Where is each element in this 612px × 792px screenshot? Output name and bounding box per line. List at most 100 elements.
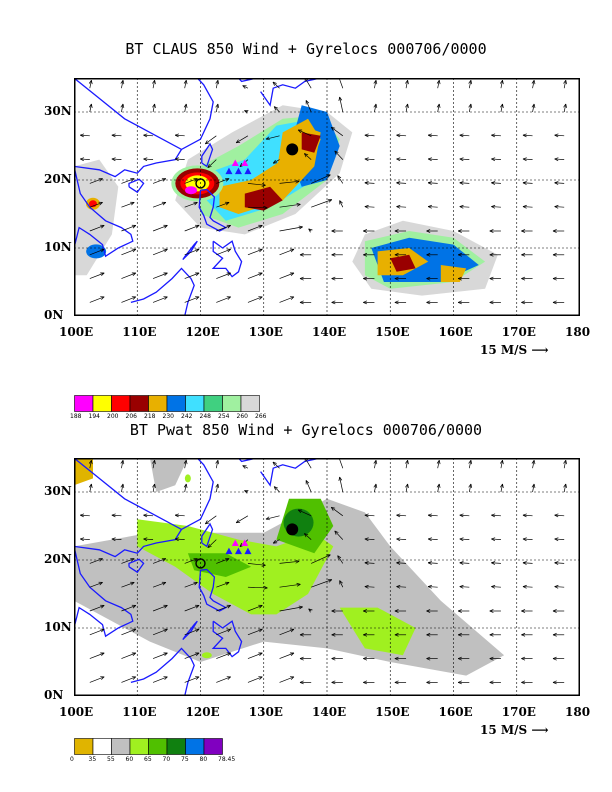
- cloud-region: [74, 159, 119, 276]
- lon-label: 150E: [375, 325, 410, 339]
- legend-swatch: [148, 738, 168, 755]
- lon-label: 110E: [122, 325, 157, 339]
- legend-swatch: [74, 738, 94, 755]
- legend-label: 75: [181, 756, 189, 763]
- legend-swatch: [166, 738, 186, 755]
- panel1-map: [74, 78, 580, 316]
- lat-label: 0N: [44, 308, 64, 322]
- legend-swatch: [222, 395, 242, 412]
- coastline: [74, 529, 183, 558]
- gyre-triangle-magenta: [241, 539, 249, 546]
- legend-label: 248: [199, 413, 211, 420]
- lon-label: 110E: [122, 705, 157, 719]
- coastline: [130, 647, 195, 696]
- lat-label: 30N: [44, 104, 72, 118]
- gyre-triangle-blue: [244, 547, 252, 555]
- panel1-scale-label: 15 M/S ⟶: [480, 343, 549, 357]
- panel1-legend: [74, 395, 260, 412]
- legend-swatch: [148, 395, 168, 412]
- lon-label: 170E: [501, 705, 536, 719]
- legend-label: 260: [236, 413, 248, 420]
- legend-swatch: [166, 395, 186, 412]
- coastline: [130, 267, 195, 316]
- legend-swatch: [129, 395, 149, 412]
- legend-swatch: [92, 395, 112, 412]
- coastline: [74, 166, 134, 276]
- gyre-center-marker: [286, 523, 299, 536]
- panel2-scale-label: 15 M/S ⟶: [480, 723, 549, 737]
- gyre-triangle-magenta: [231, 159, 239, 166]
- legend-label: 35: [88, 756, 97, 763]
- lon-label: 150E: [375, 705, 410, 719]
- convective-cell: [185, 186, 198, 195]
- pwat-region: [339, 607, 416, 656]
- coastline: [201, 522, 214, 548]
- legend-label: 70: [162, 756, 171, 763]
- lon-label: 160E: [438, 705, 473, 719]
- legend-swatch: [111, 395, 131, 412]
- legend-label: 254: [218, 413, 230, 420]
- coastline: [198, 568, 228, 612]
- coastline: [74, 458, 214, 531]
- lon-label: 100E: [59, 325, 94, 339]
- pwat-spot: [184, 474, 191, 483]
- pwat-region: [74, 458, 93, 486]
- legend-label: 230: [162, 413, 174, 420]
- lon-label: 140E: [312, 325, 347, 339]
- legend-label: 200: [107, 413, 119, 420]
- cloud-region: [301, 132, 321, 153]
- legend-label: 206: [125, 413, 137, 420]
- legend-swatch: [203, 395, 223, 412]
- coastline: [198, 188, 228, 232]
- lon-label: 130E: [248, 325, 283, 339]
- coastline: [74, 149, 183, 178]
- coastline: [238, 78, 261, 83]
- coastline: [260, 78, 327, 107]
- legend-label: 242: [181, 413, 193, 420]
- coastline: [201, 142, 214, 168]
- panel2-map: [74, 458, 580, 696]
- coastline: [260, 458, 327, 487]
- legend-swatch: [185, 738, 205, 755]
- coastline: [211, 620, 243, 658]
- map-frame: [74, 458, 580, 696]
- gyre-triangle-blue: [234, 547, 242, 555]
- lat-label: 0N: [44, 688, 64, 702]
- gyre-secondary-marker: [195, 558, 206, 569]
- gyre-triangle-magenta: [231, 539, 239, 546]
- legend-swatch: [92, 738, 112, 755]
- lon-label: 120E: [185, 325, 220, 339]
- coastline: [128, 558, 145, 574]
- lon-label: 180: [565, 705, 591, 719]
- coastline: [74, 78, 214, 151]
- panel1-title: BT CLAUS 850 Wind + Gyrelocs 000706/0000: [125, 40, 487, 58]
- legend-label: 60: [125, 756, 134, 763]
- pwat-spot: [201, 652, 212, 659]
- panel2-legend: [74, 738, 223, 755]
- legend-swatch: [185, 395, 205, 412]
- legend-label: 194: [88, 413, 100, 420]
- gyre-center-marker: [286, 143, 299, 156]
- legend-label: 55: [107, 756, 115, 763]
- wind-vectors: [80, 458, 567, 685]
- legend-swatch: [203, 738, 223, 755]
- lat-label: 20N: [44, 552, 72, 566]
- gyre-triangle-magenta: [241, 159, 249, 166]
- gyre-triangle-blue: [234, 167, 242, 175]
- lat-label: 10N: [44, 620, 72, 634]
- lon-label: 160E: [438, 325, 473, 339]
- panel2-title: BT Pwat 850 Wind + Gyrelocs 000706/0000: [129, 421, 483, 439]
- legend-label: 65: [144, 756, 152, 763]
- legend-swatch: [111, 738, 131, 755]
- gyre-triangle-blue: [244, 167, 252, 175]
- cloud-region: [276, 118, 321, 174]
- legend-swatch: [74, 395, 94, 412]
- gyre-secondary-marker: [195, 178, 206, 189]
- legend-swatch: [129, 738, 149, 755]
- lat-label: 10N: [44, 240, 72, 254]
- lon-label: 170E: [501, 325, 536, 339]
- legend-label: 0: [70, 756, 74, 763]
- legend-swatch: [240, 395, 260, 412]
- coastline: [238, 458, 261, 463]
- legend-label: 266: [255, 413, 267, 420]
